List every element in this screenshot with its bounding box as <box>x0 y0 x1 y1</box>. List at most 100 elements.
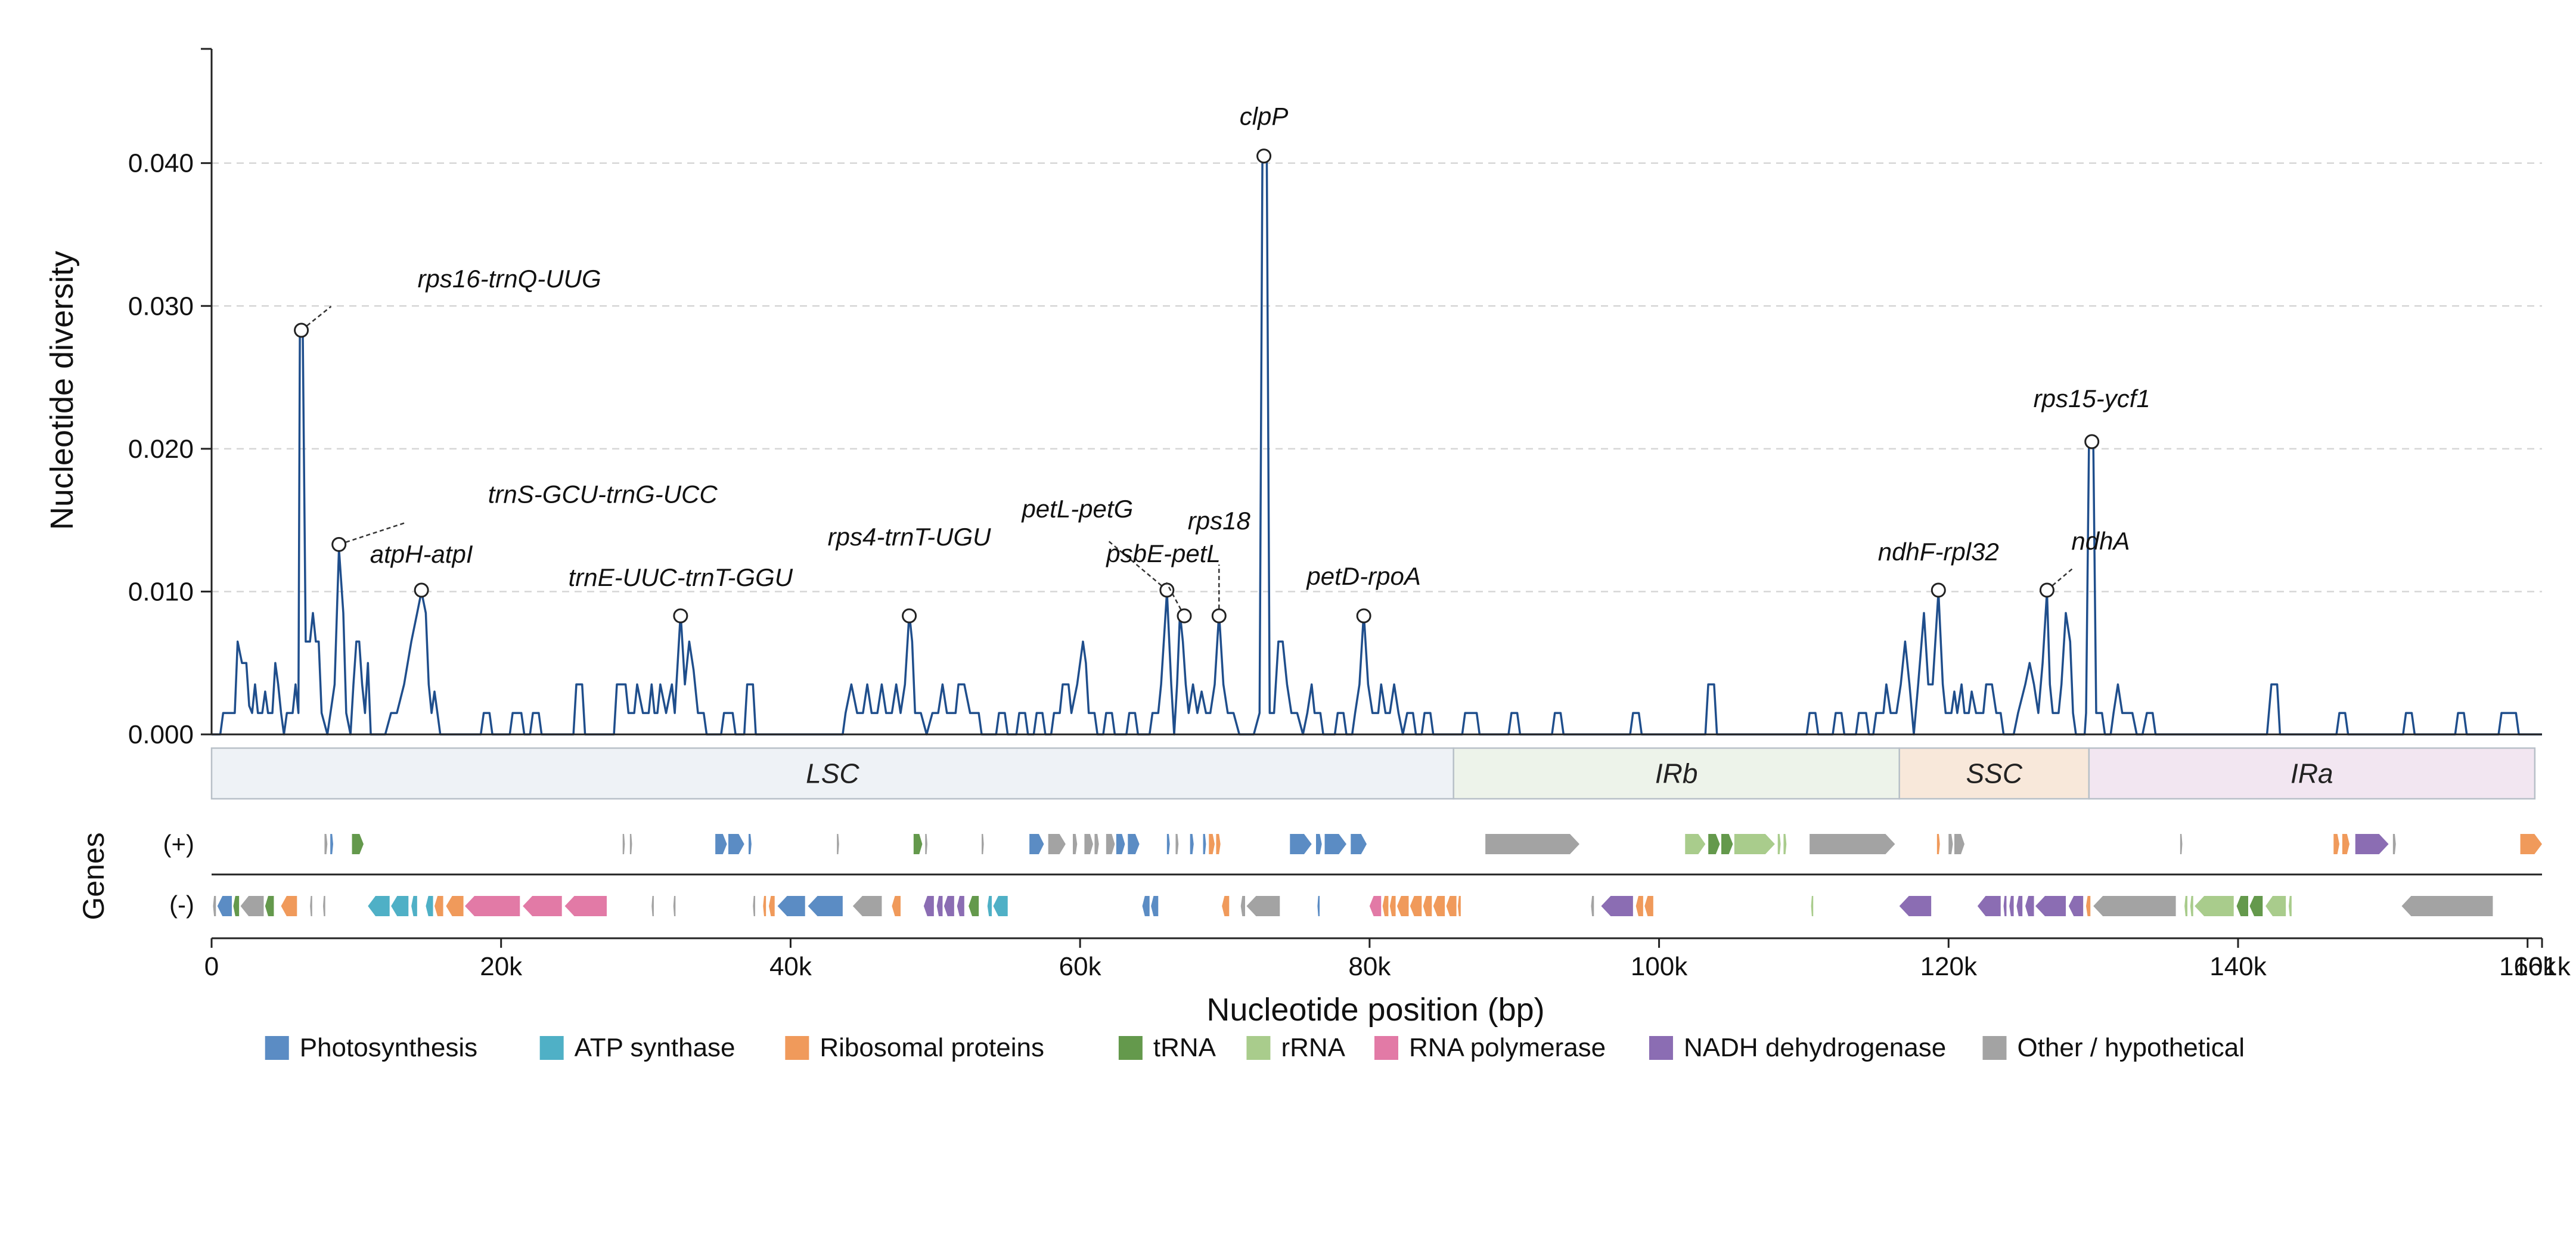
grid-lines <box>212 162 2542 593</box>
gene-feature <box>1410 896 1422 916</box>
gene-feature <box>233 896 240 916</box>
gene-feature <box>1029 834 1044 854</box>
peak-annotations: rps16-trnQ-UUG trnS-GCU-trnG-UCC atpH-atpI… <box>294 103 2150 624</box>
gene-feature <box>2035 896 2066 916</box>
gene-feature <box>2016 896 2023 916</box>
x-tick-label: 140k <box>2209 952 2267 981</box>
peak-marker <box>1159 582 1175 598</box>
gene-feature <box>323 896 325 916</box>
gene-feature <box>1048 834 1066 854</box>
legend-label: Other / hypothetical <box>2017 1033 2245 1062</box>
gene-feature <box>777 896 805 916</box>
gene-feature <box>2289 896 2292 916</box>
annotation-leader-line <box>1165 582 1185 616</box>
gene-feature <box>852 896 882 916</box>
gene-feature <box>1899 896 1932 916</box>
gene-feature <box>2086 896 2091 916</box>
gene-feature <box>651 896 654 916</box>
peak-marker <box>902 608 917 624</box>
legend-label: rRNA <box>1281 1033 1345 1062</box>
x-tick-label: 80k <box>1348 952 1391 981</box>
x-tick-label: 120k <box>1920 952 1978 981</box>
peak-label: trnE-UUC-trnT-GGU <box>569 563 793 591</box>
gene-feature <box>1216 834 1221 854</box>
gene-feature <box>1240 896 1245 916</box>
peak-label: petD-rpoA <box>1305 562 1420 590</box>
gene-feature <box>1810 834 1895 854</box>
minus-strand-label: (-) <box>169 891 194 919</box>
gene-feature <box>564 896 607 916</box>
gene-feature <box>1175 834 1179 854</box>
y-axis-title: Nucleotide diversity <box>44 251 80 530</box>
genome-regions: LSC IRb SSC IRa <box>210 747 2536 800</box>
gene-feature <box>1084 834 1093 854</box>
peak-marker <box>294 322 309 338</box>
gene-feature <box>1446 896 1457 916</box>
gene-feature <box>446 896 464 916</box>
gene-feature <box>1316 834 1322 854</box>
gene-feature <box>629 834 632 854</box>
x-tick-label: 40k <box>769 952 812 981</box>
legend-swatch <box>1246 1036 1271 1060</box>
region-block <box>2088 747 2536 800</box>
y-tick-label: 0.020 <box>128 435 194 464</box>
gene-feature <box>265 896 274 916</box>
gene-feature <box>837 834 839 854</box>
peak-label: ndhA <box>2071 527 2130 555</box>
gene-feature <box>982 834 984 854</box>
peak-marker <box>673 608 688 624</box>
legend-swatch <box>265 1036 289 1060</box>
gene-feature <box>769 896 775 916</box>
gene-feature <box>728 834 744 854</box>
x-tick-label: 100k <box>1631 952 1688 981</box>
legend-label: Photosynthesis <box>300 1033 477 1062</box>
annotation-leader-line <box>300 306 332 331</box>
gene-feature <box>352 834 364 854</box>
gene-feature <box>426 896 433 916</box>
axes: 0.000 0.010 0.020 0.030 0.040 <box>128 48 2542 749</box>
plus-strand-label: (+) <box>163 830 195 858</box>
gene-feature <box>1734 834 1775 854</box>
y-tick-label: 0.040 <box>128 149 194 178</box>
gene-feature <box>1222 896 1230 916</box>
gene-feature <box>2093 896 2176 916</box>
gene-feature <box>1151 896 1159 916</box>
y-tick-label: 0.010 <box>128 577 194 606</box>
peak-marker <box>2084 434 2100 449</box>
gene-track-title: Genes <box>77 832 110 920</box>
gene-feature <box>715 834 727 854</box>
gene-feature <box>1685 834 1706 854</box>
legend-swatch <box>1118 1036 1143 1060</box>
legend-label: tRNA <box>1153 1033 1216 1062</box>
region-label: IRa <box>2291 758 2333 789</box>
gene-feature <box>1601 896 1633 916</box>
gene-feature <box>2180 834 2183 854</box>
gene-feature <box>808 896 843 916</box>
x-tick-label: 60k <box>1059 952 1102 981</box>
gene-feature <box>987 896 992 916</box>
region-block <box>210 747 1454 800</box>
gene-feature <box>1073 834 1078 854</box>
legend-label: ATP synthase <box>575 1033 735 1062</box>
diversity-line <box>212 154 2542 736</box>
x-tick-label: 160k <box>2499 952 2556 981</box>
gene-feature <box>2401 896 2493 916</box>
gene-feature <box>1644 896 1653 916</box>
gene-feature <box>749 834 752 854</box>
diversity-line-plot <box>212 154 2542 736</box>
y-tick-label: 0.030 <box>128 291 194 321</box>
peak-marker <box>1211 608 1227 624</box>
gene-feature <box>523 896 562 916</box>
peak-label: rps16-trnQ-UUG <box>418 265 601 293</box>
region-label: SSC <box>1966 758 2022 789</box>
gene-feature <box>1142 896 1150 916</box>
gene-feature <box>2009 896 2014 916</box>
gene-feature <box>763 896 766 916</box>
gene-feature <box>1317 896 1320 916</box>
peak-marker <box>1256 148 1272 164</box>
peak-label: trnS-GCU-trnG-UCC <box>488 480 718 508</box>
peak-label: clpP <box>1240 103 1289 131</box>
gene-feature <box>1094 834 1099 854</box>
peak-marker <box>1931 582 1946 598</box>
